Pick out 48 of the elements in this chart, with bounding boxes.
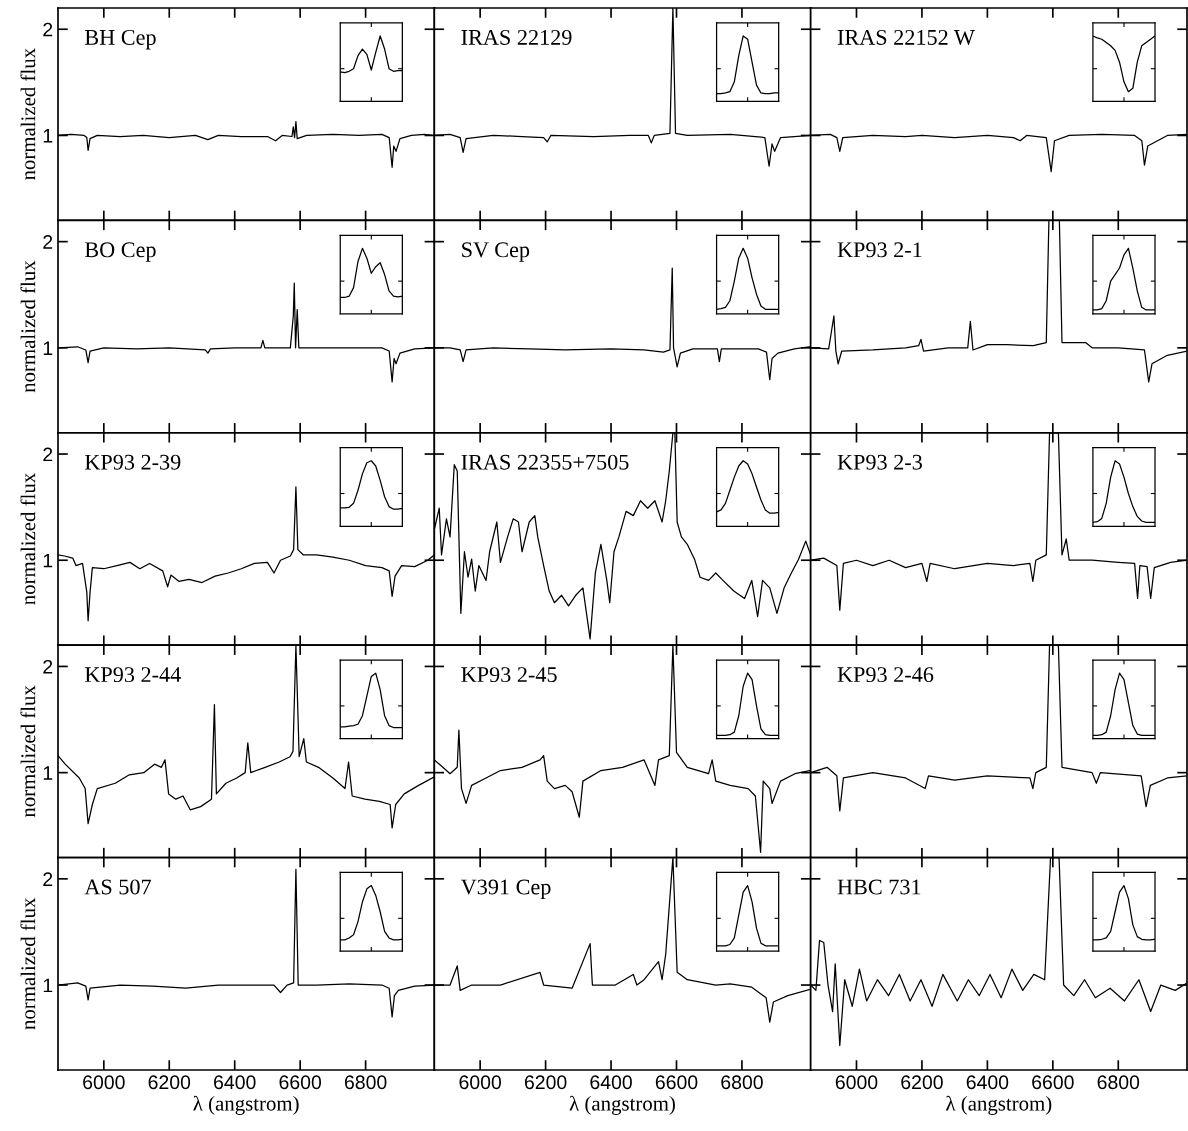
y-tick-label: 2 [43, 235, 53, 249]
text: IRAS 22355+7505 [461, 454, 629, 470]
text: HBC 731 [837, 879, 921, 895]
y-tick-label: 2 [43, 22, 53, 37]
text: KP93 2-3 [837, 454, 922, 470]
x-tick-label: 6200 [148, 1075, 191, 1090]
x-tick-label: 6800 [721, 1075, 763, 1090]
y-tick-label: 2 [43, 659, 53, 674]
y-tick-label: 2 [43, 447, 53, 462]
x-tick-label: 6000 [835, 1075, 878, 1090]
y-tick-label: 1 [43, 766, 53, 780]
text: BO Cep [84, 242, 156, 262]
y-tick-label: 1 [43, 341, 53, 355]
x-tick-label: 6200 [901, 1075, 943, 1090]
x-axis-title: λ (angstrom) [569, 1095, 675, 1115]
text: SV Cep [462, 242, 530, 262]
y-axis-title: normalized flux [20, 473, 36, 605]
x-axis-title: λ (angstrom) [946, 1095, 1052, 1115]
y-tick-label: 1 [43, 129, 53, 143]
text: AS 507 [84, 879, 151, 895]
y-axis-title: normalized flux [20, 897, 36, 1030]
text: KP93 2-39 [84, 454, 181, 470]
y-axis-title: normalized flux [20, 685, 36, 818]
text: KP93 2-1 [837, 242, 922, 258]
x-tick-label: 6400 [214, 1075, 256, 1090]
text: KP93 2-44 [84, 667, 181, 683]
x-tick-label: 6200 [524, 1075, 567, 1090]
x-tick-label: 6400 [590, 1075, 632, 1090]
text: KP93 2-45 [461, 667, 557, 683]
x-tick-label: 6600 [1032, 1075, 1074, 1090]
x-tick-label: 6400 [966, 1075, 1009, 1090]
y-axis-title: normalized flux [20, 48, 36, 180]
text: V391 Cep [460, 879, 551, 899]
x-tick-label: 6600 [279, 1075, 322, 1090]
text: BH Cep [84, 29, 156, 50]
x-tick-label: 6000 [459, 1075, 502, 1090]
x-axis-title: λ (angstrom) [193, 1095, 299, 1115]
text: IRAS 22152 W [837, 29, 975, 45]
x-tick-label: 6800 [1097, 1075, 1140, 1090]
y-tick-label: 1 [43, 553, 53, 568]
text: IRAS 22129 [461, 29, 572, 45]
y-tick-label: 1 [43, 978, 53, 993]
x-tick-label: 6800 [344, 1075, 387, 1090]
text: KP93 2-46 [837, 667, 934, 683]
x-tick-label: 6000 [83, 1075, 125, 1090]
y-tick-label: 2 [43, 872, 53, 886]
y-axis-title: normalized flux [20, 260, 36, 393]
x-tick-label: 6600 [655, 1075, 698, 1090]
